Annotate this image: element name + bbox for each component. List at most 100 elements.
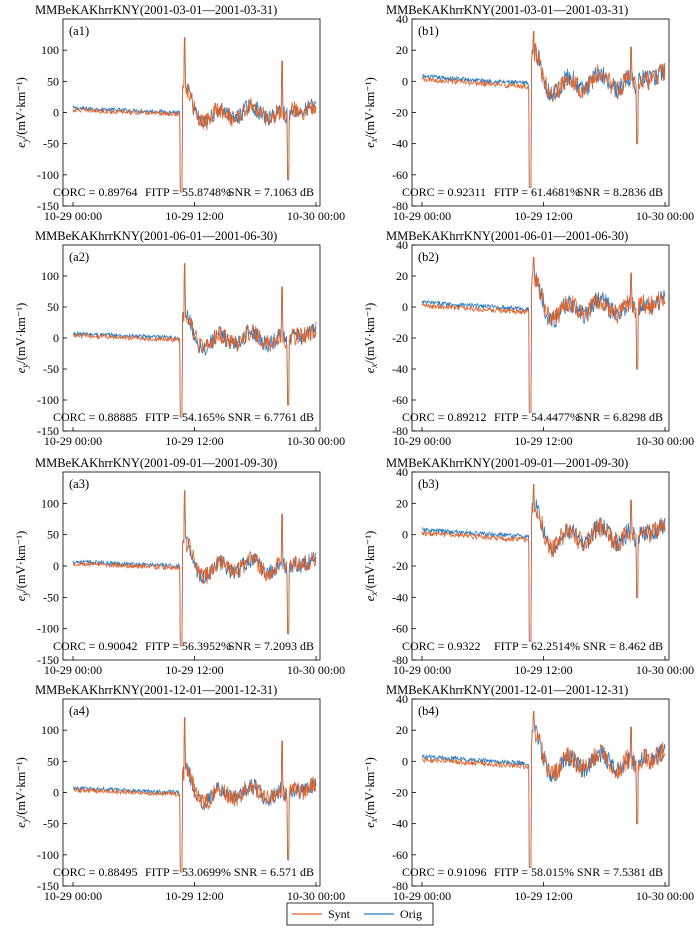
y-tick-label: -150	[37, 653, 59, 667]
x-tick-label: 10-29 00:00	[393, 663, 451, 677]
panel-a1: MMBeKAKhrrKNY(2001-03-01—2001-03-31) 100 5…	[14, 3, 345, 223]
y-tick-label: 0	[53, 331, 59, 345]
y-tick-label: 100	[41, 43, 59, 57]
stat-snr: SNR = 6.571 dB	[234, 865, 314, 879]
y-tick-label: 40	[396, 238, 408, 252]
series-line-orig	[421, 484, 666, 642]
x-tick-label: 10-30 00:00	[287, 209, 345, 223]
y-axis-label: ey/(mV·km⁻¹)	[14, 531, 30, 602]
y-tick-label: -60	[392, 848, 408, 862]
y-tick-label: 20	[396, 496, 408, 510]
stat-fitp: FITP = 53.0699%	[145, 865, 231, 879]
series-line-synt	[421, 257, 666, 413]
y-axis-label: ey/(mV·km⁻¹)	[14, 77, 30, 148]
y-tick-label: -50	[43, 590, 59, 604]
y-tick-label: 40	[396, 12, 408, 26]
x-tick-label: 10-30 00:00	[636, 434, 694, 448]
stat-corc: CORC = 0.91096	[402, 865, 486, 879]
stat-snr: SNR = 8.2836 dB	[577, 185, 663, 199]
y-tick-label: -50	[43, 137, 59, 151]
y-tick-label: -50	[43, 817, 59, 831]
panel-title: MMBeKAKhrrKNY(2001-03-01—2001-03-31)	[386, 3, 628, 17]
y-tick-label: 40	[396, 465, 408, 479]
y-tick-label: -20	[392, 559, 408, 573]
x-tick-label: 10-29 00:00	[393, 889, 451, 903]
y-tick-label: -80	[392, 653, 408, 667]
x-tick-label: 10-29 12:00	[514, 663, 572, 677]
panel-a3: MMBeKAKhrrKNY(2001-09-01—2001-09-30) 100 5…	[14, 456, 345, 677]
y-tick-label: -100	[37, 393, 59, 407]
stat-corc: CORC = 0.89764	[53, 185, 137, 199]
x-tick-label: 10-30 00:00	[636, 889, 694, 903]
series-line-synt	[421, 484, 666, 642]
x-tick-label: 10-29 00:00	[44, 209, 102, 223]
x-tick-label: 10-29 12:00	[514, 209, 572, 223]
legend-label: Synt	[328, 907, 351, 921]
panel-title: MMBeKAKhrrKNY(2001-09-01—2001-09-30)	[386, 456, 628, 470]
x-tick-label: 10-29 12:00	[514, 434, 572, 448]
panel-label: (a3)	[69, 477, 89, 491]
y-tick-label: 50	[47, 528, 59, 542]
x-tick-label: 10-29 12:00	[165, 434, 223, 448]
x-tick-label: 10-29 12:00	[165, 209, 223, 223]
x-tick-label: 10-29 00:00	[393, 434, 451, 448]
y-tick-label: -80	[392, 879, 408, 893]
y-axis-label: ey/(mV·km⁻¹)	[14, 303, 30, 374]
stat-fitp: FITP = 54.165%	[145, 410, 225, 424]
y-tick-label: -150	[37, 199, 59, 213]
series-line-orig	[72, 490, 317, 647]
y-tick-label: 0	[402, 528, 408, 542]
stat-corc: CORC = 0.89212	[402, 410, 486, 424]
panel-label: (a4)	[69, 704, 89, 718]
y-axis-label: ex/(mV·km⁻¹)	[363, 531, 379, 602]
series-line-orig	[72, 37, 317, 193]
series-line-synt	[72, 37, 317, 193]
panel-b2: MMBeKAKhrrKNY(2001-06-01—2001-06-30)40 20…	[363, 229, 694, 448]
stat-corc: CORC = 0.88885	[53, 410, 137, 424]
y-tick-label: -20	[392, 786, 408, 800]
panel-label: (b3)	[418, 477, 439, 491]
y-tick-label: -60	[392, 168, 408, 182]
x-tick-label: 10-30 00:00	[287, 663, 345, 677]
y-tick-label: 0	[53, 559, 59, 573]
y-tick-label: 100	[41, 723, 59, 737]
stat-corc: CORC = 0.9322	[402, 639, 480, 653]
x-tick-label: 10-30 00:00	[287, 889, 345, 903]
y-tick-label: 0	[53, 786, 59, 800]
y-tick-label: 0	[53, 106, 59, 120]
y-tick-label: -80	[392, 424, 408, 438]
y-tick-label: -20	[392, 331, 408, 345]
y-tick-label: 0	[402, 300, 408, 314]
y-tick-label: -20	[392, 106, 408, 120]
x-tick-label: 10-30 00:00	[636, 209, 694, 223]
stat-fitp: FITP = 54.4477%	[494, 410, 580, 424]
series-line-synt	[421, 31, 666, 188]
y-tick-label: -80	[392, 199, 408, 213]
stat-snr: SNR = 7.2093 dB	[228, 639, 314, 653]
y-tick-label: -60	[392, 393, 408, 407]
series-line-synt	[72, 490, 317, 647]
legend-label: Orig	[400, 907, 422, 921]
y-tick-label: -40	[392, 137, 408, 151]
panel-title: MMBeKAKhrrKNY(2001-12-01—2001-12-31)	[35, 683, 277, 697]
stat-snr: SNR = 6.7761 dB	[228, 410, 314, 424]
x-tick-label: 10-29 00:00	[393, 209, 451, 223]
x-tick-label: 10-29 00:00	[44, 434, 102, 448]
series-line-orig	[72, 263, 317, 418]
y-tick-label: 20	[396, 269, 408, 283]
panel-label: (a2)	[69, 250, 89, 264]
x-tick-label: 10-29 12:00	[165, 889, 223, 903]
panel-title: MMBeKAKhrrKNY(2001-12-01—2001-12-31)	[386, 683, 628, 697]
y-tick-label: 50	[47, 754, 59, 768]
x-tick-label: 10-30 00:00	[287, 434, 345, 448]
stat-fitp: FITP = 58.015%	[494, 865, 574, 879]
y-tick-label: -40	[392, 590, 408, 604]
stat-snr: SNR = 8.462 dB	[583, 639, 663, 653]
y-tick-label: 0	[402, 754, 408, 768]
panel-title: MMBeKAKhrrKNY(2001-09-01—2001-09-30)	[35, 456, 277, 470]
panel-label: (b2)	[418, 250, 439, 264]
y-tick-label: 50	[47, 74, 59, 88]
series-line-orig	[421, 711, 666, 868]
stat-fitp: FITP = 55.8748%	[145, 185, 231, 199]
stat-snr: SNR = 6.8298 dB	[577, 410, 663, 424]
